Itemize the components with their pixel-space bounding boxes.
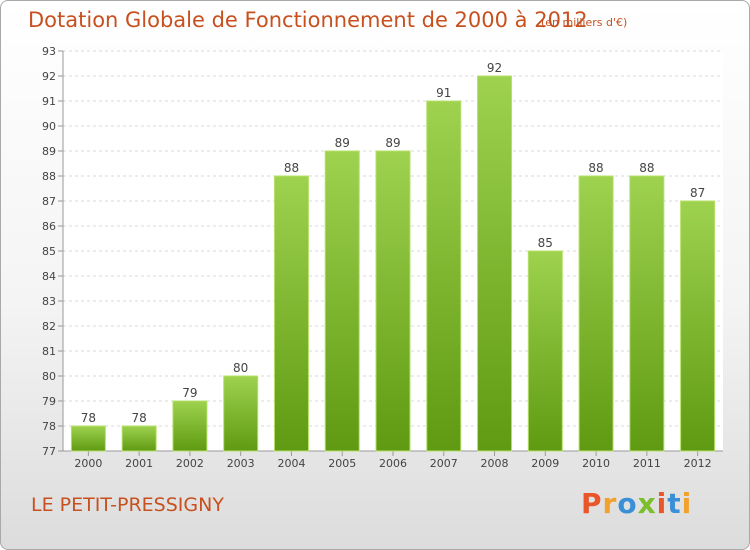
data-label: 79: [182, 386, 197, 400]
proxiti-logo[interactable]: Proxiti: [581, 487, 692, 520]
data-label: 78: [81, 411, 96, 425]
x-tick-label: 2005: [328, 457, 356, 470]
y-tick-label: 83: [42, 295, 56, 308]
y-tick-label: 85: [42, 245, 56, 258]
bar-2006[interactable]: [375, 150, 411, 452]
y-tick-label: 87: [42, 195, 56, 208]
commune-name: LE PETIT-PRESSIGNY: [31, 494, 224, 516]
x-tick-label: 2006: [379, 457, 407, 470]
logo-letter: t: [667, 487, 682, 520]
x-tick-label: 2008: [481, 457, 509, 470]
bar-2000[interactable]: [70, 425, 106, 452]
y-tick-label: 89: [42, 145, 56, 158]
data-label: 92: [487, 61, 502, 75]
x-tick-label: 2010: [582, 457, 610, 470]
y-tick-label: 88: [42, 170, 56, 183]
x-tick-label: 2003: [227, 457, 255, 470]
y-tick-label: 78: [42, 420, 56, 433]
y-tick-label: 90: [42, 120, 56, 133]
y-tick-label: 93: [42, 45, 56, 58]
data-label: 85: [538, 236, 553, 250]
x-tick-label: 2009: [531, 457, 559, 470]
bar-2008[interactable]: [477, 75, 513, 452]
x-tick-label: 2001: [125, 457, 153, 470]
x-tick-label: 2000: [74, 457, 102, 470]
y-tick-label: 86: [42, 220, 56, 233]
x-tick-label: 2002: [176, 457, 204, 470]
y-tick-label: 84: [42, 270, 56, 283]
x-tick-label: 2007: [430, 457, 458, 470]
bar-2002[interactable]: [172, 400, 208, 452]
bar-2007[interactable]: [426, 100, 462, 452]
data-label: 91: [436, 86, 451, 100]
y-tick-label: 79: [42, 395, 56, 408]
bar-2010[interactable]: [578, 175, 614, 452]
logo-letter: i: [681, 487, 693, 520]
chart-title: Dotation Globale de Fonctionnement de 20…: [28, 8, 588, 32]
bar-2011[interactable]: [629, 175, 665, 452]
logo-letter: o: [617, 487, 638, 520]
data-label: 88: [639, 161, 654, 175]
data-label: 80: [233, 361, 248, 375]
y-tick-label: 81: [42, 345, 56, 358]
y-tick-label: 82: [42, 320, 56, 333]
y-tick-label: 91: [42, 95, 56, 108]
logo-letter: r: [602, 487, 618, 520]
chart-unit: (en milliers d'€): [541, 16, 628, 29]
y-tick-label: 92: [42, 70, 56, 83]
x-tick-label: 2004: [277, 457, 305, 470]
data-label: 87: [690, 186, 705, 200]
data-label: 78: [132, 411, 147, 425]
y-tick-label: 77: [42, 445, 56, 458]
bar-2009[interactable]: [527, 250, 563, 452]
logo-letter: i: [656, 487, 668, 520]
y-tick-label: 80: [42, 370, 56, 383]
bar-2005[interactable]: [324, 150, 360, 452]
data-label: 88: [284, 161, 299, 175]
bar-2003[interactable]: [223, 375, 259, 452]
bar-2012[interactable]: [680, 200, 716, 452]
logo-letter: P: [581, 487, 603, 520]
x-tick-label: 2012: [684, 457, 712, 470]
data-label: 88: [588, 161, 603, 175]
data-label: 89: [385, 136, 400, 150]
logo-letter: x: [637, 487, 657, 520]
data-label: 89: [335, 136, 350, 150]
bar-2001[interactable]: [121, 425, 157, 452]
x-tick-label: 2011: [633, 457, 661, 470]
bar-2004[interactable]: [273, 175, 309, 452]
